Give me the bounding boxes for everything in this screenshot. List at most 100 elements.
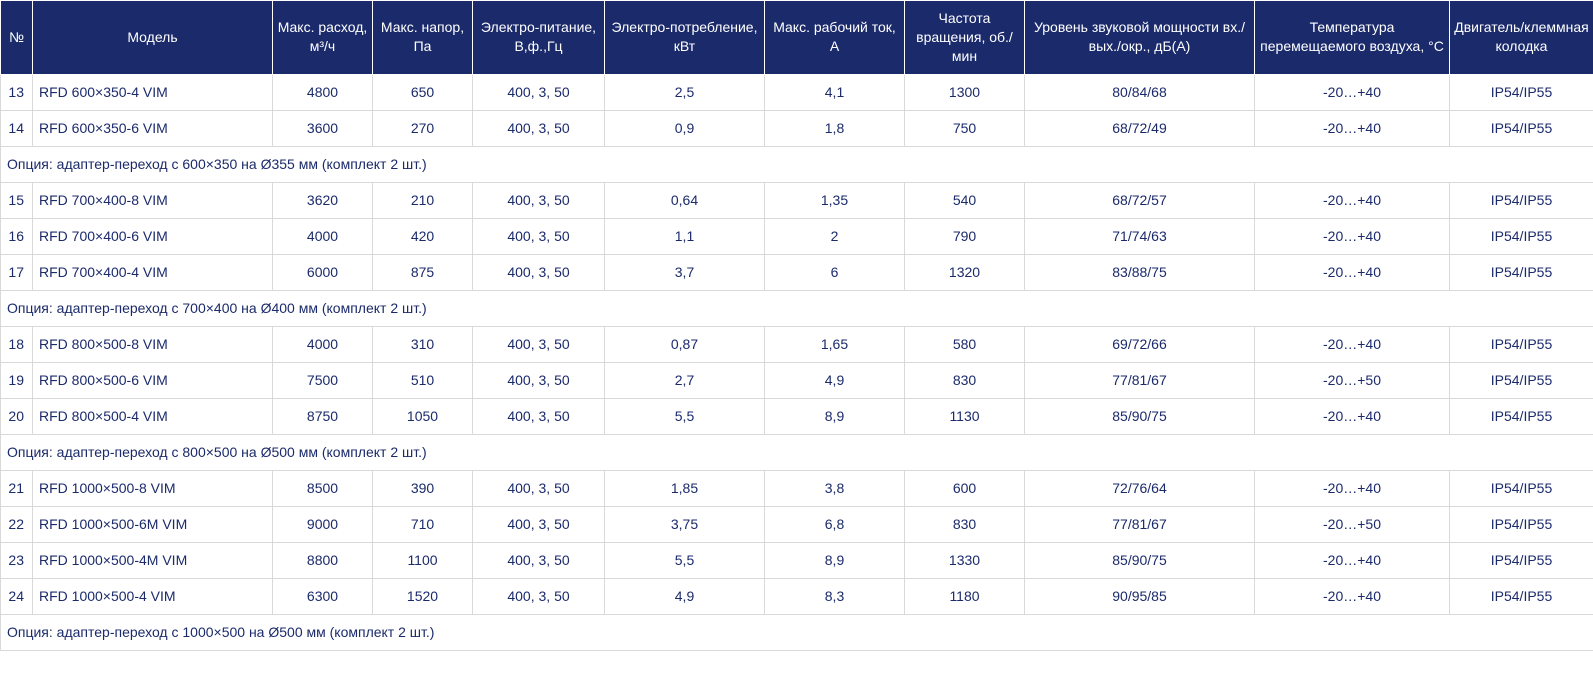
cell-value: 400, 3, 50: [473, 326, 605, 362]
cell-value: 4000: [273, 326, 373, 362]
cell-value: 80/84/68: [1025, 74, 1255, 110]
cell-value: 6,8: [765, 506, 905, 542]
cell-value: 1,1: [605, 218, 765, 254]
cell-value: 1180: [905, 578, 1025, 614]
table-row: Опция: адаптер-переход с 1000×500 на Ø50…: [1, 614, 1593, 650]
table-row: Опция: адаптер-переход с 800×500 на Ø500…: [1, 434, 1593, 470]
cell-num: 19: [1, 362, 33, 398]
cell-value: -20…+40: [1255, 218, 1450, 254]
table-row: 18RFD 800×500-8 VIM4000310400, 3, 500,87…: [1, 326, 1593, 362]
cell-value: 390: [373, 470, 473, 506]
cell-value: 750: [905, 110, 1025, 146]
cell-value: 1,85: [605, 470, 765, 506]
table-row: 17RFD 700×400-4 VIM6000875400, 3, 503,76…: [1, 254, 1593, 290]
cell-value: IP54/IP55: [1450, 254, 1593, 290]
cell-value: 5,5: [605, 542, 765, 578]
cell-value: 1,35: [765, 182, 905, 218]
cell-value: IP54/IP55: [1450, 470, 1593, 506]
cell-value: 6000: [273, 254, 373, 290]
cell-model: RFD 800×500-6 VIM: [33, 362, 273, 398]
cell-value: 400, 3, 50: [473, 398, 605, 434]
cell-value: 400, 3, 50: [473, 578, 605, 614]
cell-value: 4,9: [605, 578, 765, 614]
cell-value: -20…+40: [1255, 578, 1450, 614]
cell-value: IP54/IP55: [1450, 362, 1593, 398]
table-row: Опция: адаптер-переход с 600×350 на Ø355…: [1, 146, 1593, 182]
cell-value: IP54/IP55: [1450, 578, 1593, 614]
cell-value: 210: [373, 182, 473, 218]
cell-value: 77/81/67: [1025, 362, 1255, 398]
cell-value: -20…+40: [1255, 542, 1450, 578]
cell-model: RFD 700×400-6 VIM: [33, 218, 273, 254]
table-row: 22RFD 1000×500-6M VIM9000710400, 3, 503,…: [1, 506, 1593, 542]
table-row: 15RFD 700×400-8 VIM3620210400, 3, 500,64…: [1, 182, 1593, 218]
cell-value: 90/95/85: [1025, 578, 1255, 614]
cell-value: 270: [373, 110, 473, 146]
cell-value: 400, 3, 50: [473, 110, 605, 146]
col-header-num: №: [1, 1, 33, 75]
cell-value: -20…+40: [1255, 110, 1450, 146]
cell-value: -20…+40: [1255, 398, 1450, 434]
cell-value: IP54/IP55: [1450, 542, 1593, 578]
cell-value: 1320: [905, 254, 1025, 290]
cell-value: 400, 3, 50: [473, 182, 605, 218]
cell-value: 1130: [905, 398, 1025, 434]
cell-value: 400, 3, 50: [473, 254, 605, 290]
cell-value: 830: [905, 362, 1025, 398]
cell-num: 20: [1, 398, 33, 434]
cell-value: 2,7: [605, 362, 765, 398]
cell-value: IP54/IP55: [1450, 218, 1593, 254]
col-header-temp: Температура перемещаемого воздуха, °С: [1255, 1, 1450, 75]
cell-value: 1300: [905, 74, 1025, 110]
table-row: 13RFD 600×350-4 VIM4800650400, 3, 502,54…: [1, 74, 1593, 110]
cell-value: 790: [905, 218, 1025, 254]
col-header-model: Модель: [33, 1, 273, 75]
table-row: 21RFD 1000×500-8 VIM8500390400, 3, 501,8…: [1, 470, 1593, 506]
cell-value: 0,9: [605, 110, 765, 146]
col-header-rpm: Частота вращения, об./мин: [905, 1, 1025, 75]
cell-value: -20…+50: [1255, 506, 1450, 542]
cell-value: 4000: [273, 218, 373, 254]
cell-value: 400, 3, 50: [473, 218, 605, 254]
cell-value: 8,9: [765, 398, 905, 434]
cell-value: 1050: [373, 398, 473, 434]
cell-value: 77/81/67: [1025, 506, 1255, 542]
cell-value: 8500: [273, 470, 373, 506]
cell-value: 0,64: [605, 182, 765, 218]
cell-value: -20…+50: [1255, 362, 1450, 398]
table-row: 16RFD 700×400-6 VIM4000420400, 3, 501,12…: [1, 218, 1593, 254]
col-header-motor: Двигатель/клеммная колодка: [1450, 1, 1593, 75]
cell-value: 0,87: [605, 326, 765, 362]
cell-value: 400, 3, 50: [473, 74, 605, 110]
cell-value: 7500: [273, 362, 373, 398]
cell-value: -20…+40: [1255, 254, 1450, 290]
table-row: 23RFD 1000×500-4M VIM88001100400, 3, 505…: [1, 542, 1593, 578]
cell-value: 8750: [273, 398, 373, 434]
cell-model: RFD 700×400-8 VIM: [33, 182, 273, 218]
cell-num: 17: [1, 254, 33, 290]
cell-model: RFD 600×350-4 VIM: [33, 74, 273, 110]
cell-value: 3,7: [605, 254, 765, 290]
cell-value: 1520: [373, 578, 473, 614]
cell-value: 1100: [373, 542, 473, 578]
cell-num: 13: [1, 74, 33, 110]
cell-model: RFD 1000×500-8 VIM: [33, 470, 273, 506]
cell-value: 8800: [273, 542, 373, 578]
option-text: Опция: адаптер-переход с 700×400 на Ø400…: [1, 290, 1593, 326]
cell-value: 8,3: [765, 578, 905, 614]
col-header-power-cons: Электро-потребление, кВт: [605, 1, 765, 75]
cell-num: 22: [1, 506, 33, 542]
cell-value: 4,1: [765, 74, 905, 110]
table-body: 13RFD 600×350-4 VIM4800650400, 3, 502,54…: [1, 74, 1593, 650]
cell-num: 18: [1, 326, 33, 362]
cell-value: 1,8: [765, 110, 905, 146]
option-text: Опция: адаптер-переход с 800×500 на Ø500…: [1, 434, 1593, 470]
cell-value: 85/90/75: [1025, 398, 1255, 434]
cell-value: 69/72/66: [1025, 326, 1255, 362]
cell-value: 3,75: [605, 506, 765, 542]
spec-table: № Модель Макс. расход, м³/ч Макс. напор,…: [0, 0, 1593, 651]
cell-value: 71/74/63: [1025, 218, 1255, 254]
cell-value: 2: [765, 218, 905, 254]
cell-num: 21: [1, 470, 33, 506]
cell-model: RFD 700×400-4 VIM: [33, 254, 273, 290]
